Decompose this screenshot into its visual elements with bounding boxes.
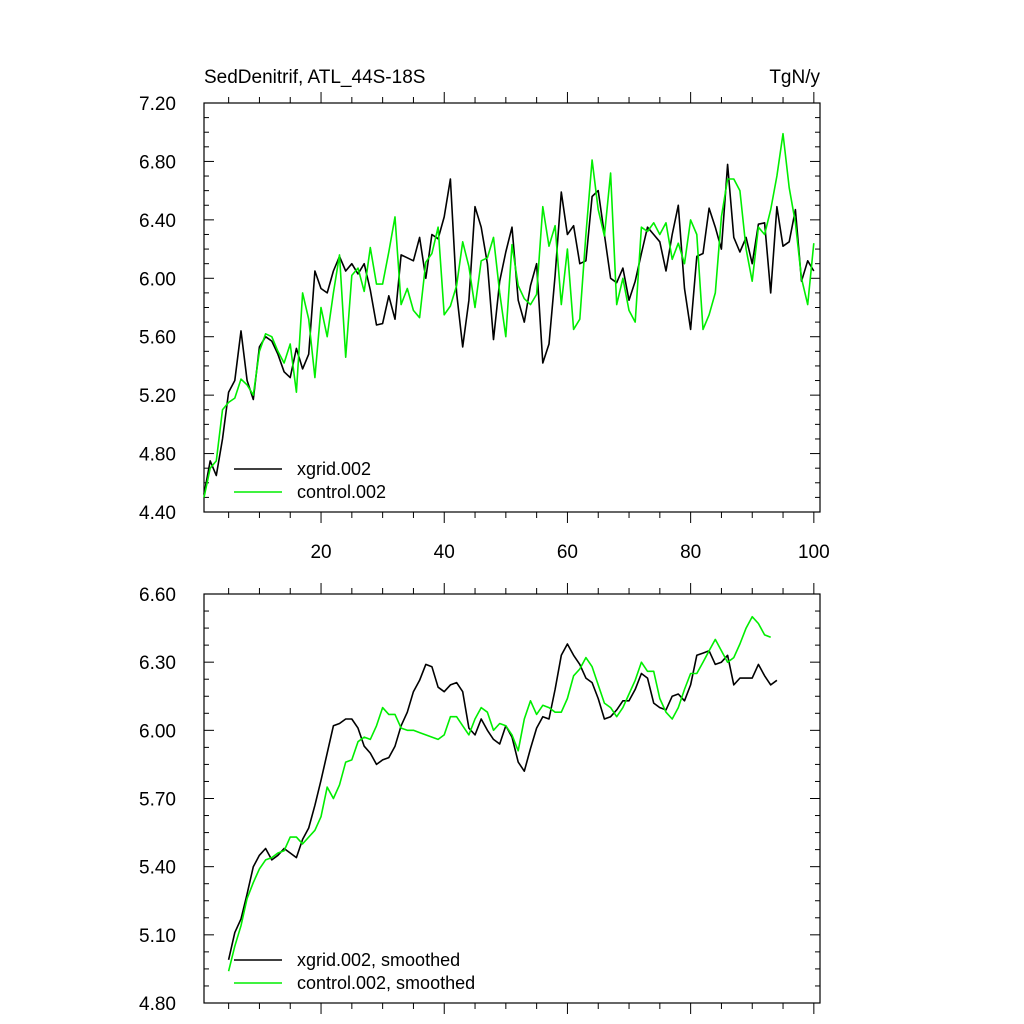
top-x-tick-label: 100: [798, 542, 830, 563]
bottom-legend-label-control: control.002, smoothed: [297, 973, 475, 993]
top-series-line-control: [203, 132, 815, 498]
top-panel: SedDenitrif, ATL_44S-18S TgN/y 4.40 4.80 5…: [139, 67, 830, 563]
top-x-tick-label: 80: [680, 542, 701, 563]
bottom-panel: 4.80 5.10 5.40 5.70 6.00 6.30 6.60 xgrid.002, s…: [139, 583, 821, 1015]
bottom-series-line-xgrid: [227, 643, 778, 960]
top-x-tick-label: 20: [310, 542, 331, 563]
bottom-y-tick-label: 5.10: [139, 926, 176, 947]
bottom-y-tick-label: 6.00: [139, 721, 176, 742]
top-y-tick-label: 6.40: [139, 211, 176, 232]
bottom-chart-plot: 4.80 5.10 5.40 5.70 6.00 6.30 6.60 xgrid.002, s…: [139, 583, 821, 1015]
bottom-y-tick-label: 5.70: [139, 790, 176, 811]
bottom-y-tick-label: 4.80: [139, 994, 176, 1015]
top-series-line-xgrid: [203, 163, 815, 495]
bottom-y-tick-label: 6.30: [139, 653, 176, 674]
bottom-y-tick-label: 6.60: [139, 585, 176, 606]
bottom-legend-label-xgrid: xgrid.002, smoothed: [297, 950, 460, 970]
top-y-tick-label: 7.20: [139, 94, 176, 115]
top-y-tick-label: 5.60: [139, 328, 176, 349]
top-legend-label-xgrid: xgrid.002: [297, 459, 371, 479]
top-chart-plot: 4.40 4.80 5.20 5.60 6.00 6.40 6.80 7.20 20 40 60 80…: [139, 92, 830, 563]
bottom-y-tick-label: 5.40: [139, 858, 176, 879]
top-y-tick-label: 5.20: [139, 386, 176, 407]
top-legend-label-control: control.002: [297, 482, 386, 502]
top-x-tick-label: 40: [434, 542, 455, 563]
top-y-tick-label: 6.80: [139, 152, 176, 173]
top-y-tick-label: 4.40: [139, 503, 176, 524]
top-x-tick-label: 60: [557, 542, 578, 563]
top-chart-units: TgN/y: [769, 67, 820, 88]
bottom-series-line-control: [227, 615, 771, 972]
top-y-tick-label: 6.00: [139, 269, 176, 290]
top-chart-title: SedDenitrif, ATL_44S-18S: [204, 67, 425, 88]
top-y-tick-label: 4.80: [139, 445, 176, 466]
